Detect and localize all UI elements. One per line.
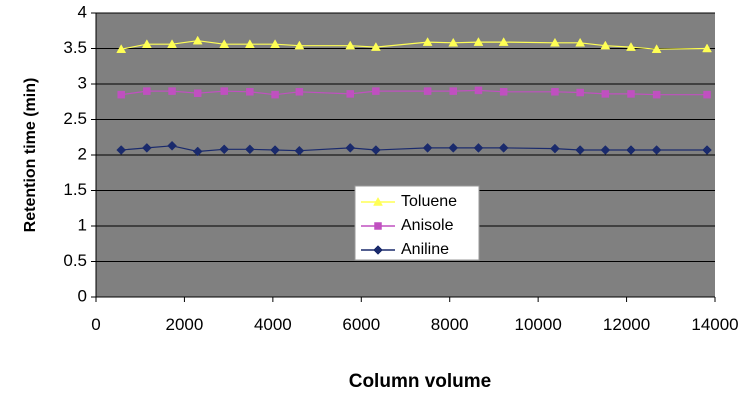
anisole-point	[295, 88, 304, 96]
anisole-point	[474, 86, 483, 95]
aniline-point	[270, 145, 280, 155]
toluene-point	[498, 37, 509, 46]
anisole-point	[601, 90, 610, 98]
x-tick-label: 2000	[166, 315, 204, 334]
anisole-point	[576, 88, 584, 97]
y-tick-label: 2	[78, 144, 87, 163]
toluene-point	[219, 39, 230, 48]
y-axis-label: Retention time (min)	[22, 78, 39, 233]
aniline-point	[245, 144, 255, 155]
aniline-point	[167, 140, 177, 151]
toluene-point	[345, 40, 356, 50]
aniline-point	[116, 145, 127, 155]
aniline-point	[651, 145, 662, 155]
anisole-point	[372, 87, 380, 95]
aniline-point	[345, 143, 356, 153]
toluene-point	[167, 39, 177, 48]
toluene-point	[244, 39, 255, 48]
toluene-point	[626, 42, 636, 51]
toluene-point	[600, 40, 611, 50]
anisole-point	[499, 88, 508, 96]
toluene-point	[702, 43, 712, 53]
aniline-point	[626, 145, 636, 155]
aniline-point	[448, 143, 459, 153]
toluene-point	[370, 42, 381, 51]
x-axis-label: Column volume	[349, 371, 492, 392]
y-tick-label: 4	[78, 2, 87, 21]
toluene-point	[651, 44, 662, 53]
x-tick-label: 6000	[342, 315, 380, 334]
toluene-point	[192, 35, 203, 45]
legend-marker-aniline	[373, 245, 383, 255]
anisole-point	[449, 87, 458, 95]
aniline-point	[498, 143, 509, 153]
x-axis-ticks: 0 2000 4000 6000 8000 10000 12000 14000	[91, 297, 739, 334]
y-tick-label: 2.5	[63, 109, 87, 128]
toluene-point	[575, 37, 586, 47]
anisole-point	[423, 87, 432, 95]
legend-marker-toluene	[373, 196, 383, 206]
toluene-point	[473, 37, 484, 46]
y-tick-label: 1.5	[63, 180, 87, 199]
aniline-point	[575, 145, 585, 155]
aniline-point	[294, 145, 305, 156]
legend: Toluene Anisole Aniline	[354, 185, 480, 261]
series-aniline	[116, 140, 712, 157]
anisole-point	[168, 87, 176, 95]
aniline-point	[600, 145, 611, 155]
y-axis-ticks: 0 0.5 1 1.5 2 2.5 3 3.5 4	[63, 2, 96, 305]
aniline-point	[192, 146, 203, 157]
toluene-point	[422, 37, 433, 46]
toluene-point	[141, 39, 152, 48]
toluene-line	[121, 40, 708, 50]
x-tick-label: 8000	[431, 315, 469, 334]
series-toluene	[116, 35, 712, 53]
aniline-point	[550, 143, 560, 154]
series-layer	[116, 35, 712, 157]
legend-marker-anisole	[374, 222, 382, 230]
toluene-point	[116, 44, 127, 53]
anisole-line	[121, 89, 707, 96]
anisole-point	[703, 90, 711, 99]
anisole-point	[143, 87, 151, 95]
aniline-point	[473, 143, 484, 153]
toluene-point	[550, 37, 560, 47]
y-tick-label: 3.5	[63, 38, 87, 57]
x-tick-label: 14000	[691, 315, 738, 334]
aniline-point	[219, 144, 230, 155]
x-tick-label: 10000	[515, 315, 562, 334]
anisole-point	[117, 90, 125, 99]
anisole-point	[220, 87, 228, 95]
aniline-point	[371, 145, 381, 155]
aniline-point	[422, 143, 433, 153]
legend-label-toluene: Toluene	[401, 193, 457, 210]
y-tick-label: 0	[78, 286, 87, 305]
toluene-point	[448, 37, 459, 47]
aniline-point	[141, 143, 152, 153]
anisole-point	[551, 88, 559, 96]
aniline-point	[702, 145, 712, 155]
toluene-point	[270, 39, 280, 48]
legend-label-anisole: Anisole	[401, 217, 454, 234]
x-tick-label: 0	[91, 315, 100, 334]
anisole-point	[346, 90, 354, 98]
y-tick-label: 1	[78, 215, 87, 234]
series-anisole	[117, 86, 711, 99]
anisole-point	[246, 88, 254, 96]
anisole-point	[193, 89, 202, 97]
y-tick-label: 0.5	[63, 251, 87, 270]
y-tick-label: 3	[78, 73, 87, 92]
x-tick-label: 4000	[254, 315, 292, 334]
anisole-point	[652, 90, 661, 99]
toluene-point	[294, 40, 305, 50]
anisole-point	[271, 90, 279, 99]
legend-label-aniline: Aniline	[401, 241, 449, 258]
anisole-point	[627, 90, 635, 98]
x-tick-label: 12000	[603, 315, 650, 334]
